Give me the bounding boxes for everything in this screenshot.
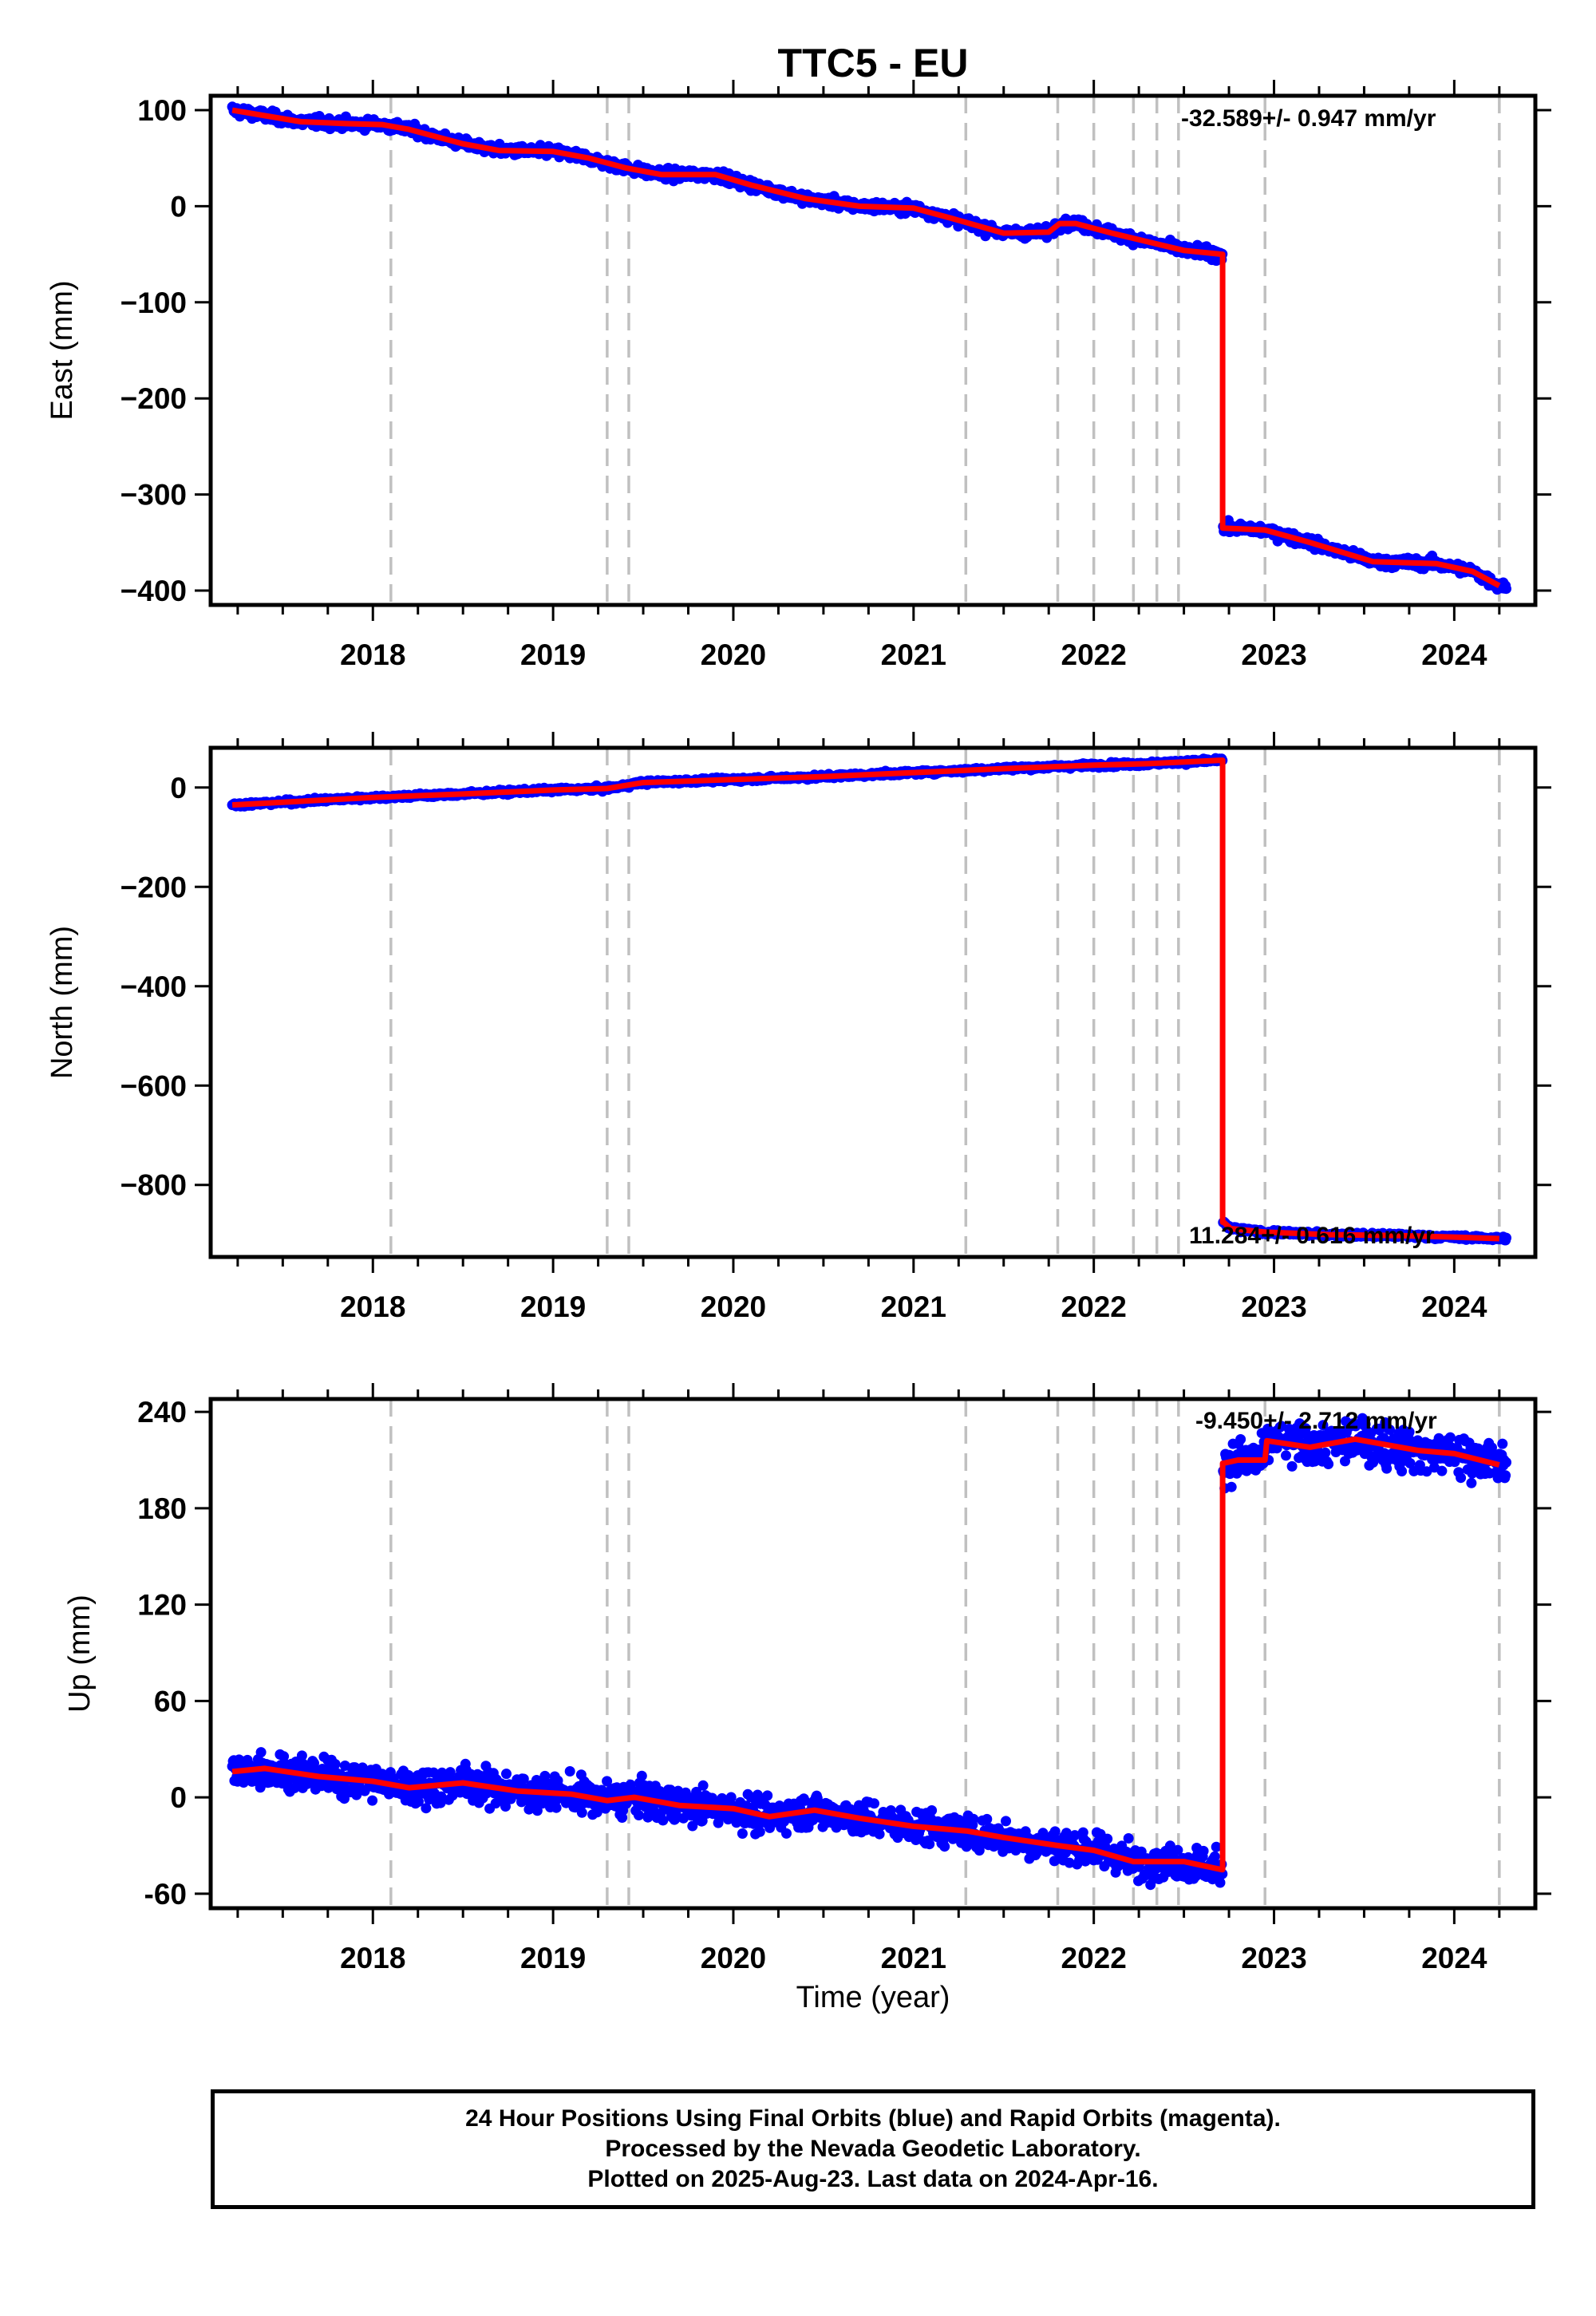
position-point — [762, 1790, 773, 1801]
y-tick-label: 0 — [170, 772, 187, 804]
position-point — [1102, 1833, 1113, 1844]
plot-frame — [208, 745, 1538, 1259]
plot-frame — [208, 93, 1538, 607]
position-points — [227, 753, 1511, 1246]
y-tick-label: −400 — [120, 970, 187, 1003]
y-tick-label: −200 — [120, 871, 187, 903]
y-tick-label: 100 — [137, 94, 187, 127]
position-point — [255, 1747, 267, 1758]
x-tick-label: 2022 — [1061, 638, 1127, 671]
position-point — [1049, 1826, 1061, 1837]
position-point — [939, 1841, 950, 1852]
y-tick-label: −300 — [120, 479, 187, 512]
position-point — [1215, 1877, 1226, 1888]
y-tick-label: −200 — [120, 382, 187, 415]
x-tick-label: 2023 — [1241, 1290, 1306, 1323]
position-point — [1226, 1481, 1237, 1492]
y-tick-label: −600 — [120, 1069, 187, 1102]
position-point — [697, 1780, 709, 1791]
position-point — [874, 1828, 885, 1840]
x-tick-label: 2021 — [881, 638, 946, 671]
position-point — [1209, 1851, 1220, 1862]
position-point — [982, 1813, 993, 1824]
position-point — [1198, 1845, 1209, 1856]
position-point — [1123, 1833, 1134, 1844]
model-fit-line — [231, 757, 1499, 1242]
x-tick-label: 2022 — [1061, 1290, 1127, 1323]
position-point — [926, 1805, 938, 1816]
x-tick-label: 2024 — [1421, 638, 1487, 671]
figure-title: TTC5 - EU — [778, 41, 969, 85]
rate-annotation: 11.284+/- 0.616 mm/yr — [1189, 1223, 1435, 1249]
position-point — [367, 1795, 378, 1806]
position-point — [1501, 1232, 1511, 1243]
position-point — [737, 1828, 748, 1839]
x-tick-label: 2018 — [340, 638, 405, 671]
y-tick-label: −400 — [120, 575, 187, 607]
x-tick-label: 2020 — [701, 1290, 766, 1323]
position-point — [1501, 583, 1511, 595]
up-panel: 2018 2019 2020 2021 2022 2023 2024240180120600… — [63, 1383, 1551, 1974]
y-axis-label: East (mm) — [45, 280, 79, 420]
x-tick-label: 2021 — [881, 1290, 946, 1323]
position-point — [754, 1826, 765, 1837]
x-tick-label: 2020 — [701, 638, 766, 671]
rate-annotation: -32.589+/- 0.947 mm/yr — [1181, 105, 1436, 132]
position-point — [1001, 1816, 1011, 1827]
x-tick-label: 2023 — [1241, 638, 1306, 671]
position-point — [869, 1798, 879, 1809]
position-point — [636, 1770, 647, 1781]
east-panel: 2018 2019 2020 2021 2022 2023 2024 100 0 −100 −200… — [45, 80, 1551, 671]
x-tick-label: 2018 — [340, 1290, 405, 1323]
north-panel: 2018 2019 2020 2021 2022 2023 2024 0 −200 −400 −60… — [45, 732, 1551, 1323]
position-point — [924, 1839, 935, 1850]
model-fit-line — [231, 107, 1501, 588]
x-tick-label: 2019 — [520, 1290, 586, 1323]
y-axis-label: North (mm) — [45, 926, 79, 1079]
y-tick-label: 0 — [170, 190, 187, 223]
position-point — [1281, 1450, 1291, 1461]
position-point — [576, 1807, 587, 1818]
x-tick-label: 2019 — [520, 638, 586, 671]
x-tick-label: 2024 — [1421, 1290, 1487, 1323]
position-point — [501, 1769, 512, 1780]
time-series-figure: TTC5 - EU 2018 2019 2020 2021 2022 2023 2024 10… — [45, 41, 1551, 2014]
position-point — [781, 1828, 792, 1839]
y-tick-label: −100 — [120, 287, 187, 319]
position-point — [1235, 1434, 1246, 1445]
position-point — [564, 1766, 575, 1777]
y-tick-label: −800 — [120, 1169, 187, 1202]
position-point — [634, 1810, 644, 1820]
position-points — [227, 101, 1511, 595]
position-point — [1286, 1460, 1298, 1472]
position-point — [968, 1813, 979, 1824]
